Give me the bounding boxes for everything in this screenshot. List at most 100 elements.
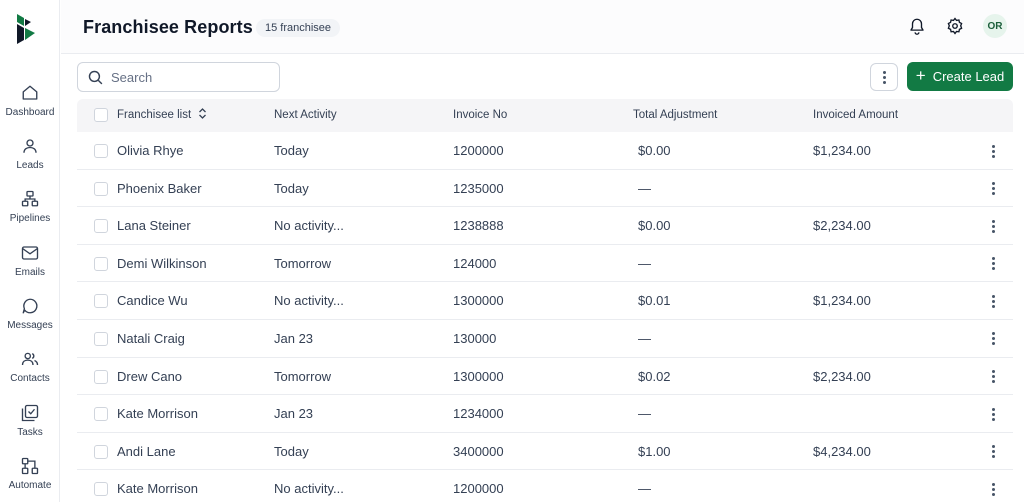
table-row[interactable]: Natali Craig Jan 23 130000 — xyxy=(77,320,1013,358)
page-header: Franchisee Reports 15 franchisee OR xyxy=(61,0,1024,54)
row-actions-button[interactable] xyxy=(988,217,998,235)
page-title: Franchisee Reports xyxy=(83,17,253,37)
row-checkbox[interactable] xyxy=(94,181,108,196)
table-row[interactable]: Kate Morrison No activity... 1200000 — xyxy=(77,470,1013,502)
notifications-button[interactable] xyxy=(907,16,927,36)
row-checkbox[interactable] xyxy=(94,219,108,234)
bell-icon xyxy=(910,18,924,35)
table-row[interactable]: Lana Steiner No activity... 1238888 $0.00 $2… xyxy=(77,207,1013,245)
table-row[interactable]: Drew Cano Tomorrow 1300000 $0.02 $2,234.00 xyxy=(77,358,1013,396)
cell-invoiced-amount: $2,234.00 xyxy=(813,368,871,384)
sidebar-item-label: Tasks xyxy=(17,427,43,438)
column-header-invoiced-amount[interactable]: Invoiced Amount xyxy=(813,109,899,121)
cell-next-activity: No activity... xyxy=(274,481,344,497)
cell-invoice-no: 3400000 xyxy=(453,443,504,459)
cell-total-adjustment: — xyxy=(638,180,651,196)
cell-franchisee-name: Candice Wu xyxy=(117,293,188,309)
column-header-franchisee[interactable]: Franchisee list xyxy=(117,99,207,132)
row-actions-button[interactable] xyxy=(988,142,998,160)
table-row[interactable]: Olivia Rhye Today 1200000 $0.00 $1,234.00 xyxy=(77,132,1013,170)
cell-franchisee-name: Lana Steiner xyxy=(117,218,191,234)
cell-invoice-no: 1234000 xyxy=(453,406,504,422)
table-row[interactable]: Candice Wu No activity... 1300000 $0.01 $1,2… xyxy=(77,282,1013,320)
cell-total-adjustment: $0.00 xyxy=(638,218,671,234)
row-actions-button[interactable] xyxy=(988,255,998,273)
sidebar-item-dashboard[interactable]: Dashboard xyxy=(0,80,60,126)
table-row[interactable]: Phoenix Baker Today 1235000 — xyxy=(77,170,1013,208)
sidebar-item-label: Dashboard xyxy=(5,107,55,118)
row-actions-button[interactable] xyxy=(988,292,998,310)
cell-invoiced-amount: $1,234.00 xyxy=(813,293,871,309)
row-checkbox[interactable] xyxy=(94,369,108,384)
gear-icon xyxy=(947,17,963,35)
search-icon xyxy=(88,70,103,84)
row-actions-button[interactable] xyxy=(988,368,998,386)
kebab-icon xyxy=(991,370,995,384)
franchisee-table: Franchisee list Next Activity Invoice No… xyxy=(77,99,1013,502)
user-icon xyxy=(23,139,37,153)
cell-next-activity: No activity... xyxy=(274,293,344,309)
search-input[interactable] xyxy=(111,69,271,85)
row-checkbox[interactable] xyxy=(94,331,108,346)
select-all-checkbox[interactable] xyxy=(94,108,108,122)
kebab-icon xyxy=(991,182,995,196)
cell-invoiced-amount: $4,234.00 xyxy=(813,443,871,459)
cell-invoice-no: 1300000 xyxy=(453,293,504,309)
sidebar-item-contacts[interactable]: Contacts xyxy=(0,346,60,392)
row-checkbox[interactable] xyxy=(94,294,108,309)
row-checkbox[interactable] xyxy=(94,256,108,271)
row-checkbox[interactable] xyxy=(94,144,108,158)
tasks-icon xyxy=(21,404,39,422)
pipeline-icon xyxy=(21,190,39,207)
sidebar-item-label: Pipelines xyxy=(9,213,51,224)
cell-invoiced-amount: $2,234.00 xyxy=(813,218,871,234)
column-header-next-activity[interactable]: Next Activity xyxy=(274,109,337,121)
cell-invoice-no: 1200000 xyxy=(453,143,504,158)
cell-total-adjustment: — xyxy=(638,255,651,271)
row-actions-button[interactable] xyxy=(988,330,998,348)
search-box[interactable] xyxy=(77,62,280,92)
row-actions-button[interactable] xyxy=(988,443,998,461)
table-row[interactable]: Andi Lane Today 3400000 $1.00 $4,234.00 xyxy=(77,433,1013,471)
sidebar-item-emails[interactable]: Emails xyxy=(0,240,60,286)
cell-next-activity: Tomorrow xyxy=(274,368,332,384)
kebab-icon xyxy=(991,144,995,158)
sidebar-item-tasks[interactable]: Tasks xyxy=(0,400,60,446)
cell-total-adjustment: $0.00 xyxy=(638,143,671,158)
cell-invoice-no: 124000 xyxy=(453,255,497,271)
cell-next-activity: Tomorrow xyxy=(274,255,332,271)
count-badge: 15 franchisee xyxy=(256,19,341,37)
row-actions-button[interactable] xyxy=(988,405,998,423)
table-row[interactable]: Kate Morrison Jan 23 1234000 — xyxy=(77,395,1013,433)
cell-franchisee-name: Drew Cano xyxy=(117,368,183,384)
home-icon xyxy=(22,85,38,100)
row-checkbox[interactable] xyxy=(94,482,108,497)
kebab-icon xyxy=(991,407,995,421)
row-actions-button[interactable] xyxy=(988,480,998,498)
cell-next-activity: Jan 23 xyxy=(274,406,314,422)
kebab-icon xyxy=(991,482,995,496)
row-checkbox[interactable] xyxy=(94,444,108,459)
column-header-label: Franchisee list xyxy=(117,109,192,121)
avatar[interactable]: OR xyxy=(983,14,1007,38)
sidebar-item-pipelines[interactable]: Pipelines xyxy=(0,186,60,232)
row-checkbox[interactable] xyxy=(94,407,108,422)
sidebar-item-automate[interactable]: Automate xyxy=(0,453,60,499)
brand-logo xyxy=(17,14,35,44)
more-options-button[interactable] xyxy=(870,63,898,91)
create-lead-label: Create Lead xyxy=(932,69,1005,84)
sidebar-item-messages[interactable]: Messages xyxy=(0,293,60,339)
cell-franchisee-name: Kate Morrison xyxy=(117,481,198,497)
create-lead-button[interactable]: + Create Lead xyxy=(907,62,1013,91)
column-header-invoice-no[interactable]: Invoice No xyxy=(453,109,508,121)
cell-franchisee-name: Andi Lane xyxy=(117,443,176,459)
settings-button[interactable] xyxy=(945,16,965,36)
kebab-icon xyxy=(991,219,995,233)
table-row[interactable]: Demi Wilkinson Tomorrow 124000 — xyxy=(77,245,1013,283)
table-body: Olivia Rhye Today 1200000 $0.00 $1,234.00 Pho… xyxy=(77,132,1013,502)
cell-total-adjustment: $0.01 xyxy=(638,293,671,309)
column-header-total-adjustment[interactable]: Total Adjustment xyxy=(633,109,718,121)
sidebar-item-leads[interactable]: Leads xyxy=(0,133,60,179)
row-actions-button[interactable] xyxy=(988,180,998,198)
